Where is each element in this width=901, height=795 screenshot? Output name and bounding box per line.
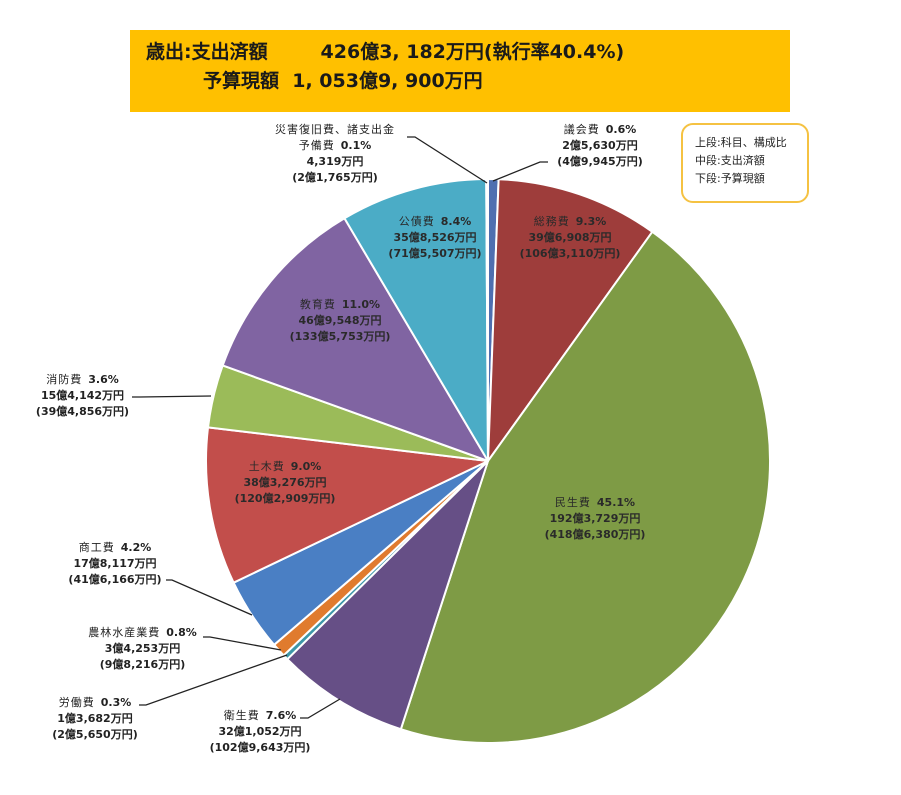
label-kosai: 公債費 8.4% 35億8,526万円 (71億5,507万円)	[388, 215, 482, 260]
pie-slice	[343, 178, 489, 462]
pie-slice	[286, 460, 489, 731]
label-doboku: 土木費 9.0% 38億3,276万円 (120億2,909万円)	[234, 460, 336, 505]
budget-value: 1, 053億9, 900万円	[292, 70, 483, 92]
leader-line-saigai	[407, 136, 488, 184]
label-kyoiku: 教育費 11.0% 46億9,548万円 (133億5,753万円)	[289, 298, 391, 343]
leader-line-gikai	[492, 161, 548, 182]
label-somu: 総務費 9.3% 39億6,908万円 (106億3,110万円)	[519, 215, 621, 260]
pie-slice	[485, 178, 489, 462]
label-shobo: 消防費 3.6% 15億4,142万円 (39億4,856万円)	[35, 373, 130, 418]
legend-line-bottom: 下段:予算現額	[695, 172, 765, 185]
leader-line-eisei	[300, 698, 341, 719]
summary-header: 歳出:支出済額 426億3, 182万円(執行率40.4%) 予算現額 1, 0…	[130, 30, 790, 112]
legend-line-top: 上段:科目、構成比	[695, 136, 787, 149]
label-minsei: 民生費 45.1% 192億3,729万円 (418億6,380万円)	[544, 496, 646, 541]
pie-slice	[399, 230, 771, 744]
leader-line-shoko	[166, 579, 253, 616]
leader-line-rodo	[139, 654, 288, 706]
spent-value: 426億3, 182万円(執行率40.4%)	[320, 41, 625, 63]
leader-lines	[132, 136, 548, 719]
label-rodo: 労働費 0.3% 1億3,682万円 (2億5,650万円)	[52, 696, 138, 741]
budget-label: 予算現額	[203, 70, 280, 92]
pie-slices	[205, 177, 771, 744]
spent-label: 歳出:支出済額	[146, 41, 268, 63]
summary-spent-line: 歳出:支出済額 426億3, 182万円(執行率40.4%)	[146, 38, 790, 67]
label-norin: 農林水産業費 0.8% 3億4,253万円 (9億8,216万円)	[88, 626, 197, 671]
legend-box: 上段:科目、構成比 中段:支出済額 下段:予算現額	[681, 123, 809, 203]
leader-line-shobo	[132, 395, 212, 398]
leader-line-norin	[203, 636, 282, 651]
pie-slice	[205, 426, 489, 584]
label-eisei: 衛生費 7.6% 32億1,052万円 (102億9,643万円)	[209, 709, 311, 754]
label-saigai: 災害復旧費、諸支出金 予備費 0.1% 4,319万円 (2億1,765万円)	[275, 123, 395, 184]
pie-slice	[221, 217, 489, 462]
legend-line-middle: 中段:支出済額	[695, 154, 765, 167]
pie-slice	[487, 178, 654, 462]
label-shoko: 商工費 4.2% 17億8,117万円 (41億6,166万円)	[68, 541, 162, 586]
summary-budget-line: 予算現額 1, 053億9, 900万円	[146, 67, 790, 96]
label-gikai: 議会費 0.6% 2億5,630万円 (4億9,945万円)	[557, 123, 643, 168]
